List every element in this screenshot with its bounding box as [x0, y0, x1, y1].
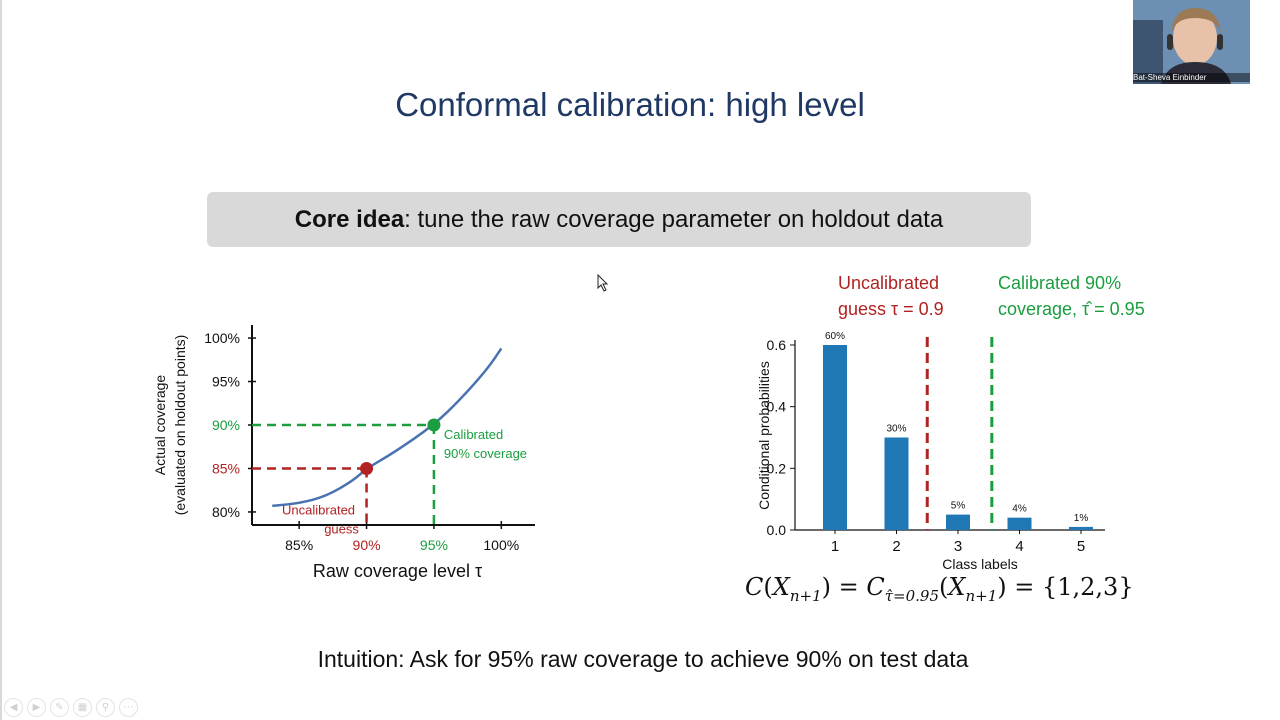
- bar-y-axis-label: Conditional probabilities: [756, 361, 772, 510]
- slide-left-border: [0, 0, 2, 720]
- pen-icon[interactable]: ✎: [50, 698, 69, 717]
- calibrated-point-label-2: 90% coverage: [444, 446, 527, 461]
- core-idea-box: Core idea : tune the raw coverage parame…: [207, 192, 1031, 247]
- formula-c: C: [745, 573, 764, 601]
- bar-x-axis-label: Class labels: [942, 556, 1017, 570]
- bar-x-tick-label: 3: [954, 538, 962, 555]
- mouse-cursor-icon: [597, 274, 609, 292]
- calibrated-point: [427, 418, 441, 432]
- y-axis-sublabel: (evaluated on holdout points): [172, 335, 188, 516]
- x-tick-label: 90%: [353, 537, 381, 553]
- presenter-avatar: [1133, 0, 1250, 84]
- core-idea-label: Core idea: [294, 205, 405, 233]
- presenter-name: Bat-Sheva Einbinder: [1133, 73, 1250, 82]
- y-axis-label: Actual coverage: [152, 375, 168, 476]
- uncalibrated-point-label-1: Uncalibrated: [282, 502, 355, 517]
- uncalibrated-annotation-line2: guess τ = 0.9: [838, 299, 944, 319]
- bar-data-label: 4%: [1012, 504, 1027, 515]
- intuition-text: Intuition: Ask for 95% raw coverage to a…: [317, 646, 969, 672]
- calibrated-annotation-line2: coverage, τ̂ = 0.95: [998, 299, 1145, 319]
- y-tick-label: 90%: [212, 417, 240, 433]
- bar-x-tick-label: 4: [1015, 538, 1023, 555]
- bar-y-tick-label: 0.0: [767, 522, 787, 538]
- calibrated-point-label-1: Calibrated: [444, 427, 503, 442]
- y-tick-label: 95%: [212, 374, 240, 390]
- formula-sub3: n+1: [965, 586, 998, 605]
- slideshow-toolbar: ◀ ▶ ✎ ▦ ⚲ ⋯: [4, 698, 138, 717]
- bar-4: [1007, 517, 1032, 530]
- uncalibrated-point: [360, 461, 374, 475]
- uncalibrated-annotation: Uncalibrated guess τ = 0.9: [838, 270, 944, 322]
- formula-sub2: τ̂=0.95: [884, 586, 939, 605]
- x-tick-label: 95%: [420, 537, 448, 553]
- bar-x-tick-label: 5: [1077, 538, 1085, 555]
- calibrated-annotation-line1: Calibrated 90%: [998, 273, 1122, 293]
- x-tick-label: 100%: [483, 537, 519, 553]
- calibrated-annotation: Calibrated 90% coverage, τ̂ = 0.95: [998, 270, 1145, 322]
- bar-y-tick-label: 0.4: [767, 399, 787, 415]
- slide-title: Conformal calibration: high level: [395, 86, 865, 123]
- formula-eq1: ) =: [821, 573, 867, 601]
- bar-y-tick-label: 0.2: [767, 460, 787, 476]
- prediction-set-formula: C(Xn+1) = Cτ̂=0.95(Xn+1) = {1,2,3}: [745, 573, 1134, 605]
- y-tick-label: 80%: [212, 504, 240, 520]
- uncalibrated-point-label-2: guess: [324, 521, 359, 536]
- next-slide-icon[interactable]: ▶: [27, 698, 46, 717]
- x-axis-label: Raw coverage level τ: [313, 561, 482, 581]
- bar-y-tick-label: 0.6: [767, 337, 787, 353]
- more-options-icon[interactable]: ⋯: [119, 698, 138, 717]
- bar-data-label: 5%: [951, 501, 966, 512]
- slides-grid-icon[interactable]: ▦: [73, 698, 92, 717]
- bar-x-tick-label: 2: [892, 538, 900, 555]
- bar-x-tick-label: 1: [831, 538, 839, 555]
- coverage-curve-chart: 80% 85% 90% 95% 100% 85% 90% 95% 100% Uncalibrate…: [152, 325, 535, 581]
- uncalibrated-annotation-line1: Uncalibrated: [838, 273, 940, 293]
- x-tick-label: 85%: [285, 537, 313, 553]
- formula-x1: X: [772, 573, 790, 601]
- y-tick-label: 85%: [212, 460, 240, 476]
- formula-sub1: n+1: [789, 586, 822, 605]
- presenter-webcam: Bat-Sheva Einbinder: [1133, 0, 1250, 84]
- previous-slide-icon[interactable]: ◀: [4, 698, 23, 717]
- y-tick-label: 100%: [204, 330, 240, 346]
- core-idea-text: : tune the raw coverage parameter on hol…: [404, 205, 944, 233]
- bar-data-label: 1%: [1074, 513, 1089, 524]
- zoom-icon[interactable]: ⚲: [96, 698, 115, 717]
- bar-data-label: 30%: [886, 424, 906, 435]
- formula-c2: C: [866, 573, 885, 601]
- formula-eq2: ) = {1,2,3}: [997, 573, 1134, 601]
- bar-3: [946, 514, 970, 530]
- bar-data-label: 60%: [825, 331, 845, 342]
- bar-5: [1069, 526, 1093, 530]
- bar-1: [823, 345, 847, 530]
- class-probability-chart: 0.0 0.2 0.4 0.6 60% 1 30% 2 5% 3 4% 4 1% 5 Class label…: [756, 331, 1105, 570]
- formula-x2: X: [948, 573, 966, 601]
- bar-2: [884, 437, 909, 530]
